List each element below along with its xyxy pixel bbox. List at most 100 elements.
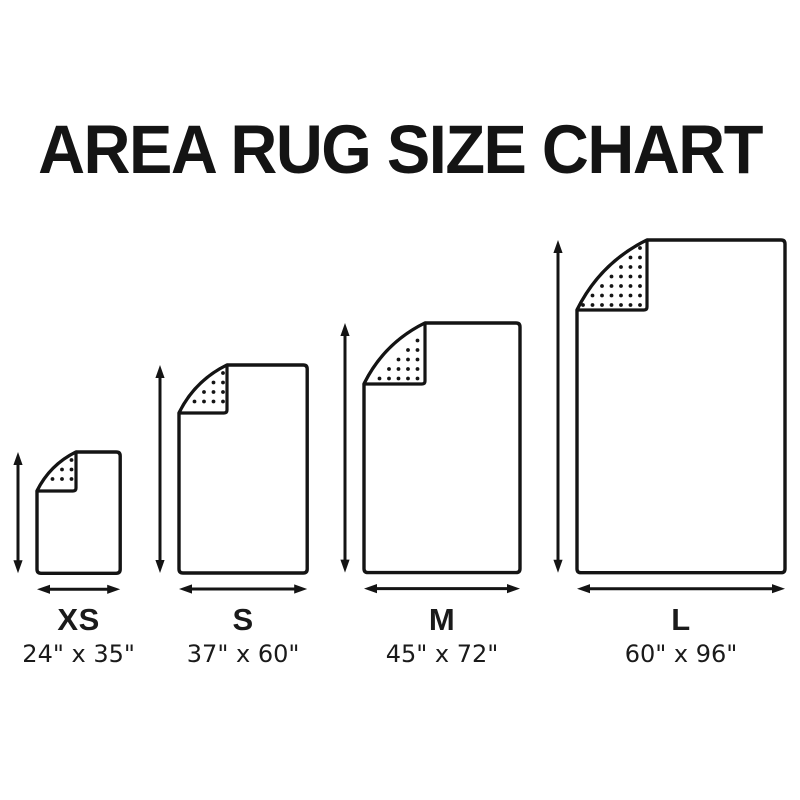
fold-dot	[387, 376, 391, 381]
fold-dot	[192, 399, 197, 404]
fold-dot	[406, 348, 410, 353]
width-arrow	[37, 584, 121, 594]
fold-dot	[406, 357, 410, 362]
fold-dot	[628, 255, 633, 260]
arrowhead-left-icon	[364, 584, 377, 594]
fold-dot	[396, 367, 401, 372]
width-arrow	[179, 584, 308, 594]
fold-dot	[619, 284, 623, 289]
width-arrow	[577, 584, 785, 594]
fold-dot	[50, 476, 55, 481]
arrowhead-up-icon	[553, 240, 563, 254]
fold-dot	[415, 338, 420, 343]
arrowhead-up-icon	[340, 323, 350, 337]
fold-dot	[377, 376, 382, 381]
fold-dot	[60, 476, 64, 481]
rug-illustration	[155, 363, 309, 594]
folded-corner-icon	[362, 321, 427, 386]
folded-corner-icon	[177, 363, 229, 415]
fold-dot	[590, 303, 595, 308]
fold-dot	[221, 371, 225, 375]
arrowhead-down-icon	[155, 560, 165, 573]
fold-dot	[600, 303, 604, 308]
rug-label-block: L 60" x 96"	[591, 602, 771, 669]
arrowhead-right-icon	[107, 584, 121, 594]
fold-dot	[221, 390, 225, 394]
fold-dot	[628, 274, 633, 279]
fold-dot	[600, 284, 604, 289]
fold-dot	[609, 293, 614, 298]
fold-dot	[638, 284, 642, 289]
fold-dot	[415, 376, 420, 381]
rug-size-label: XS	[57, 602, 100, 637]
fold-dot	[628, 293, 633, 298]
fold-dot	[221, 380, 225, 385]
fold-dot	[619, 303, 623, 308]
fold-dot	[221, 399, 225, 404]
rug-illustration	[340, 321, 522, 594]
arrowhead-down-icon	[340, 559, 350, 573]
arrowhead-up-icon	[13, 451, 23, 465]
fold-dot	[69, 467, 74, 472]
arrowhead-left-icon	[37, 584, 50, 594]
fold-dot	[638, 303, 642, 308]
height-arrow	[553, 240, 563, 573]
fold-dot	[628, 265, 633, 270]
folded-corner-icon	[35, 450, 78, 493]
width-arrow	[364, 584, 520, 594]
fold-dot	[415, 348, 420, 353]
fold-dot	[628, 284, 633, 289]
fold-dot	[619, 265, 623, 270]
fold-dot	[406, 376, 410, 381]
height-arrow	[340, 323, 350, 573]
rug-illustration	[13, 449, 122, 594]
arrowhead-down-icon	[553, 559, 563, 573]
fold-dot	[406, 367, 410, 372]
fold-dot	[396, 376, 401, 381]
fold-dot	[609, 284, 614, 289]
fold-dot	[211, 380, 216, 385]
arrowhead-up-icon	[155, 365, 165, 378]
fold-dot	[581, 303, 585, 308]
fold-dot	[202, 399, 206, 404]
rug-dimensions-label: 37" x 60"	[186, 640, 300, 668]
fold-dot	[638, 274, 642, 279]
fold-dot	[638, 265, 642, 270]
fold-dot	[619, 293, 623, 298]
fold-dot	[69, 457, 74, 462]
rug-label-block: S 37" x 60"	[153, 602, 333, 669]
fold-dot	[600, 293, 604, 298]
fold-dot	[638, 293, 642, 298]
page-title: AREA RUG SIZE CHART	[38, 110, 763, 188]
rug-figure	[154, 363, 312, 597]
height-arrow	[13, 451, 23, 573]
rug-figure	[339, 321, 524, 597]
rug-dimensions-label: 24" x 35"	[22, 640, 135, 668]
rug-dimensions-label: 45" x 72"	[385, 640, 499, 668]
arrowhead-left-icon	[179, 584, 192, 594]
fold-dot	[202, 390, 206, 394]
fold-dot	[60, 467, 64, 472]
fold-dot	[590, 293, 595, 298]
fold-dot	[387, 367, 391, 372]
fold-dot	[619, 274, 623, 279]
fold-dot	[628, 303, 633, 308]
fold-dot	[396, 357, 401, 362]
rug-figure	[12, 449, 125, 598]
arrowhead-left-icon	[577, 584, 590, 594]
rug-figure	[552, 238, 789, 597]
rug-size-label: M	[428, 602, 456, 637]
fold-dot	[638, 246, 642, 251]
height-arrow	[155, 365, 165, 573]
rug-illustration	[553, 238, 787, 594]
fold-dot	[415, 367, 420, 372]
arrowhead-right-icon	[772, 584, 785, 594]
rug-size-label: L	[671, 602, 691, 637]
fold-dot	[415, 357, 420, 362]
fold-dot	[69, 476, 74, 481]
arrowhead-right-icon	[507, 584, 520, 594]
fold-dot	[638, 255, 642, 260]
fold-dot	[211, 399, 216, 404]
rug-label-block: M 45" x 72"	[352, 602, 532, 669]
